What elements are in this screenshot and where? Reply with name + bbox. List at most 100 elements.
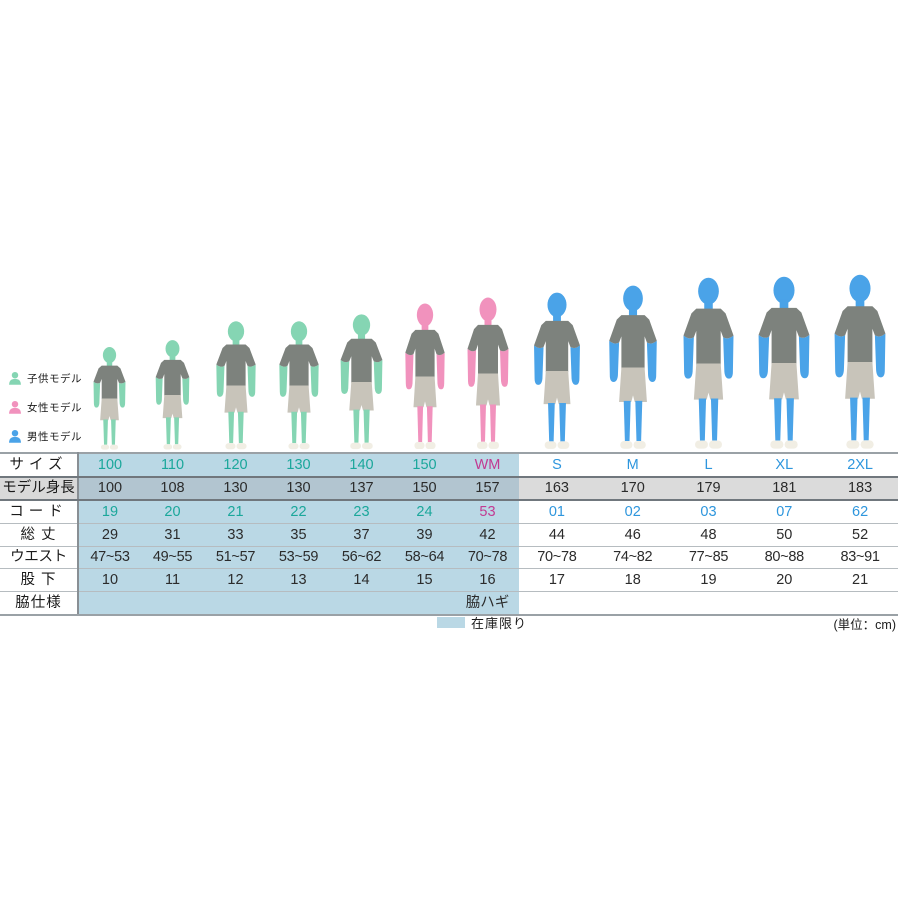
table-row-waist: ウエスト 47~53 49~55 51~57 53~59 56~62 58~64 70~78 7…	[0, 546, 898, 570]
legend-item-label: 子供モデル	[27, 372, 82, 385]
cell-size-110: 110	[141, 452, 204, 478]
person-silhouette	[834, 274, 886, 449]
unit-note: (単位：cm)	[833, 618, 897, 632]
cell-inseam-100: 10	[78, 568, 141, 593]
row-label-inseam: 股 下	[0, 568, 79, 593]
cell-inseam-S: 17	[519, 568, 595, 593]
cell-size-2XL: 2XL	[822, 452, 898, 478]
model-figure-S	[529, 291, 585, 451]
person-icon	[9, 429, 21, 443]
cell-code-150: 24	[393, 500, 456, 525]
cell-size-100: 100	[78, 452, 141, 478]
cell-size-120: 120	[204, 452, 267, 478]
cell-code-S: 01	[519, 500, 595, 525]
cell-model_height-L: 179	[670, 476, 747, 502]
cell-inseam-110: 11	[141, 568, 204, 593]
model-figure-110	[152, 339, 193, 451]
cell-side-L	[670, 591, 747, 616]
legend-item-woman: 女性モデル	[8, 397, 82, 417]
row-label-side: 脇仕様	[0, 591, 79, 616]
cell-code-2XL: 62	[822, 500, 898, 525]
cell-code-WM: 53	[456, 500, 519, 525]
model-figure-L	[678, 276, 739, 451]
cell-code-M: 02	[594, 500, 671, 525]
cell-code-100: 19	[78, 500, 141, 525]
cell-waist-120: 51~57	[204, 546, 267, 570]
cell-side-150	[393, 591, 456, 616]
cell-size-WM: WM	[456, 452, 519, 478]
cell-total_length-110: 31	[141, 523, 204, 547]
cell-model_height-140: 137	[330, 476, 393, 502]
model-figure-150	[401, 302, 449, 451]
person-silhouette	[404, 303, 445, 450]
cell-total_length-2XL: 52	[822, 523, 898, 547]
cell-total_length-WM: 42	[456, 523, 519, 547]
table-row-total_length: 総 丈 29 31 33 35 37 39 42 44 46 48 50 52	[0, 523, 898, 547]
person-silhouette	[533, 292, 580, 449]
cell-size-L: L	[670, 452, 747, 478]
cell-size-S: S	[519, 452, 595, 478]
stock-swatch	[437, 617, 465, 628]
legend-item-label: 男性モデル	[27, 430, 82, 443]
cell-total_length-S: 44	[519, 523, 595, 547]
cell-side-100	[78, 591, 141, 616]
cell-side-WM: 脇ハギ	[456, 591, 519, 616]
cell-waist-150: 58~64	[393, 546, 456, 570]
cell-total_length-130: 35	[267, 523, 330, 547]
cell-side-S	[519, 591, 595, 616]
person-silhouette	[93, 347, 126, 450]
legend-item-child: 子供モデル	[8, 368, 82, 388]
person-silhouette	[467, 297, 508, 449]
person-silhouette	[278, 321, 319, 450]
stock-legend: 在庫限り	[437, 613, 527, 632]
model-legend: 子供モデル 女性モデル 男性モデル	[8, 368, 82, 455]
cell-size-140: 140	[330, 452, 393, 478]
cell-total_length-120: 33	[204, 523, 267, 547]
cell-total_length-M: 46	[594, 523, 671, 547]
model-figure-WM	[463, 296, 513, 451]
cell-model_height-XL: 181	[746, 476, 823, 502]
model-figure-M	[604, 284, 662, 451]
model-figure-2XL	[829, 273, 891, 451]
cell-size-130: 130	[267, 452, 330, 478]
model-figure-XL	[753, 275, 815, 451]
person-silhouette	[340, 314, 383, 450]
cell-side-140	[330, 591, 393, 616]
legend-item-man: 男性モデル	[8, 426, 82, 446]
cell-code-130: 22	[267, 500, 330, 525]
cell-inseam-M: 18	[594, 568, 671, 593]
model-figure-120	[212, 320, 260, 451]
cell-inseam-130: 13	[267, 568, 330, 593]
cell-waist-S: 70~78	[519, 546, 595, 570]
cell-size-150: 150	[393, 452, 456, 478]
cell-model_height-M: 170	[594, 476, 671, 502]
cell-waist-140: 56~62	[330, 546, 393, 570]
legend-item-label: 女性モデル	[27, 401, 82, 414]
cell-side-2XL	[822, 591, 898, 616]
person-silhouette	[155, 340, 190, 450]
table-row-size: サイズ 100 110 120 130 140 150 WM S M L XL 2XL	[0, 452, 898, 478]
cell-inseam-150: 15	[393, 568, 456, 593]
cell-side-130	[267, 591, 330, 616]
cell-model_height-150: 150	[393, 476, 456, 502]
cell-side-110	[141, 591, 204, 616]
cell-code-140: 23	[330, 500, 393, 525]
cell-waist-WM: 70~78	[456, 546, 519, 570]
cell-waist-2XL: 83~91	[822, 546, 898, 570]
stock-legend-label: 在庫限り	[471, 616, 528, 631]
cell-model_height-110: 108	[141, 476, 204, 502]
cell-model_height-100: 100	[78, 476, 141, 502]
cell-model_height-120: 130	[204, 476, 267, 502]
cell-size-M: M	[594, 452, 671, 478]
cell-code-110: 20	[141, 500, 204, 525]
cell-waist-130: 53~59	[267, 546, 330, 570]
person-icon	[9, 371, 21, 385]
cell-model_height-S: 163	[519, 476, 595, 502]
cell-model_height-130: 130	[267, 476, 330, 502]
cell-total_length-150: 39	[393, 523, 456, 547]
cell-size-XL: XL	[746, 452, 823, 478]
cell-total_length-L: 48	[670, 523, 747, 547]
cell-inseam-L: 19	[670, 568, 747, 593]
cell-waist-XL: 80~88	[746, 546, 823, 570]
